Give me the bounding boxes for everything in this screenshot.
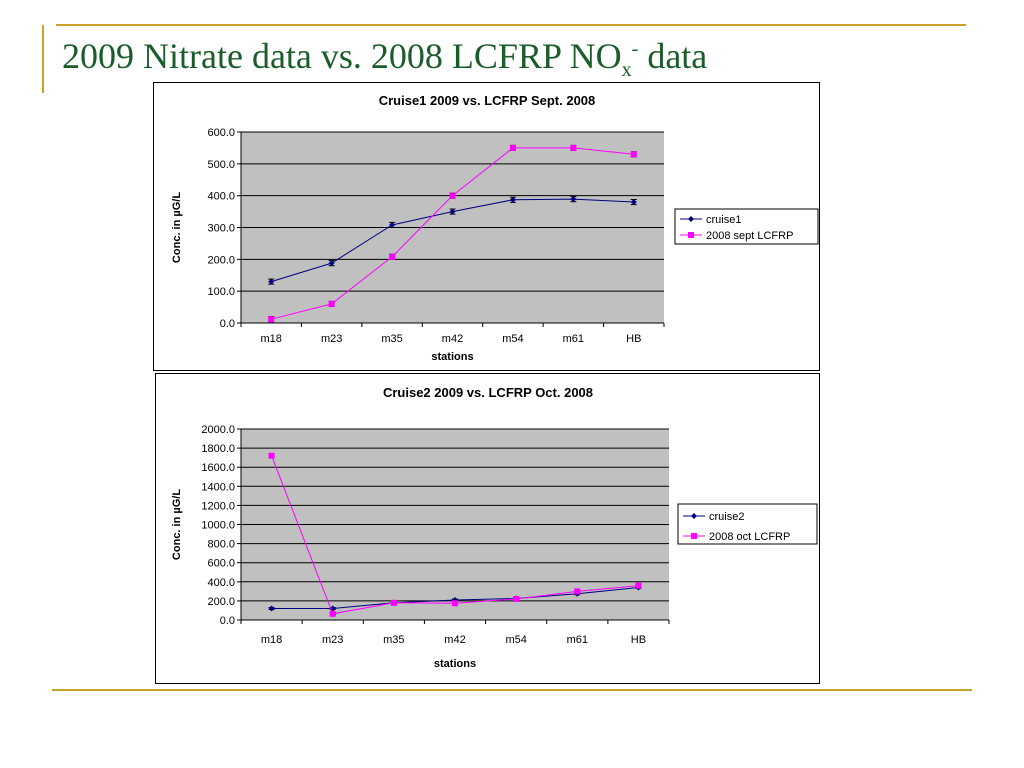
chart2-series-1-point (268, 605, 275, 612)
chart2-xtick-label: m61 (567, 634, 588, 646)
chart2-ytick-label: 800.0 (207, 539, 235, 551)
chart1-legend-label-1: cruise1 (706, 214, 741, 226)
chart2-ytick-label: 1800.0 (201, 443, 235, 455)
slide-title: 2009 Nitrate data vs. 2008 LCFRP NOx- da… (62, 36, 708, 80)
chart2-ytick-label: 600.0 (207, 558, 235, 570)
chart2-xtick-label: m18 (261, 634, 282, 646)
chart2-series-2-point (268, 452, 275, 459)
chart2-legend-marker-1 (691, 513, 697, 519)
chart1-ytick-label: 300.0 (207, 223, 235, 235)
chart2-series-2-point (329, 610, 336, 617)
chart2-xtick-label: m23 (322, 634, 343, 646)
chart-cruise1-svg: Cruise1 2009 vs. LCFRP Sept. 2008 0.0 100.… (171, 93, 819, 363)
chart2-ytick-label: 0.0 (220, 615, 235, 627)
chart1-series-2-point (328, 300, 335, 307)
chart2-ytick-label: 1600.0 (201, 462, 235, 474)
chart2-series-2-point (635, 582, 642, 589)
chart1-series-2-point (630, 151, 637, 158)
chart2-xlabel: stations (434, 658, 476, 670)
slide-title-superscript: - (631, 38, 639, 60)
chart2-legend (677, 503, 818, 545)
chart1-series-2-point (389, 253, 396, 260)
chart1-legend-marker-1 (688, 216, 694, 222)
chart1-series-2-point (449, 192, 456, 199)
chart2-series-2-point (574, 588, 581, 595)
chart2-ytick-label: 2000.0 (201, 424, 235, 436)
chart1-series-2-point (509, 144, 516, 151)
chart2-xtick-label: m42 (444, 634, 465, 646)
slide-title-main: 2009 Nitrate data vs. 2008 LCFRP NO (62, 36, 622, 76)
chart1-ytick-label: 600.0 (207, 127, 235, 139)
chart1-series-2-point (570, 144, 577, 151)
chart2-legend-label-2: 2008 oct LCFRP (709, 531, 790, 543)
chart2-legend-marker-2 (691, 533, 697, 539)
chart1-ytick-label: 500.0 (207, 159, 235, 171)
accent-bottom-line (52, 689, 972, 691)
chart2-xtick-label: HB (631, 634, 646, 646)
chart1-series-1-point (389, 221, 396, 228)
chart1-xtick-label: m18 (261, 333, 282, 345)
chart1-xtick-label: m54 (502, 333, 523, 345)
chart1-xtick-label: m61 (563, 333, 584, 345)
chart2-series-2-point (390, 599, 397, 606)
chart2-ytick-label: 1000.0 (201, 520, 235, 532)
chart1-ylabel: Conc. in µG/L (171, 192, 183, 263)
chart2-series-2-point (513, 595, 520, 602)
chart1-xlabel: stations (431, 351, 473, 363)
chart2-ylabel: Conc. in µG/L (171, 489, 183, 560)
chart1-ytick-label: 400.0 (207, 191, 235, 203)
slide-title-subscript: x (621, 59, 632, 82)
chart1-xtick-label: m23 (321, 333, 342, 345)
chart2-xtick-label: m35 (383, 634, 404, 646)
chart1-ytick-label: 100.0 (207, 286, 235, 298)
chart2-title: Cruise2 2009 vs. LCFRP Oct. 2008 (383, 385, 593, 400)
chart1-legend-marker-2 (688, 232, 694, 238)
chart1-xtick-label: HB (626, 333, 641, 345)
accent-vertical-bar (42, 25, 44, 93)
chart1-series-1-point (449, 208, 456, 215)
chart1-xtick-label: m35 (381, 333, 402, 345)
chart1-ytick-label: 200.0 (207, 254, 235, 266)
chart2-series-2-point (452, 600, 458, 607)
chart-cruise2-svg: Cruise2 2009 vs. LCFRP Oct. 2008 0.0 200.0… (171, 385, 818, 670)
chart1-series-1-point (509, 196, 516, 203)
chart1-xtick-label: m42 (442, 333, 463, 345)
chart1-series-1-point (630, 199, 637, 206)
chart1-legend-label-2: 2008 sept LCFRP (706, 230, 793, 242)
chart-cruise2: Cruise2 2009 vs. LCFRP Oct. 2008 0.0 200.0… (155, 373, 820, 684)
chart2-xtick-label: m54 (505, 634, 526, 646)
chart2-ytick-label: 1400.0 (201, 481, 235, 493)
chart1-series-1-point (328, 260, 335, 267)
chart2-ytick-label: 200.0 (207, 596, 235, 608)
chart-cruise1: Cruise1 2009 vs. LCFRP Sept. 2008 0.0 100.… (153, 82, 820, 371)
chart1-series-1-point (570, 196, 577, 203)
chart2-legend-label-1: cruise2 (709, 511, 744, 523)
chart1-legend (674, 208, 819, 245)
accent-top-line (56, 24, 966, 26)
chart1-series-1-point (268, 278, 275, 285)
chart2-ytick-label: 1200.0 (201, 500, 235, 512)
chart1-ytick-label: 0.0 (220, 318, 235, 330)
chart1-title: Cruise1 2009 vs. LCFRP Sept. 2008 (379, 93, 596, 108)
chart2-ytick-label: 400.0 (207, 577, 235, 589)
slide-title-tail: data (638, 36, 708, 76)
chart1-series-2-point (268, 316, 275, 323)
